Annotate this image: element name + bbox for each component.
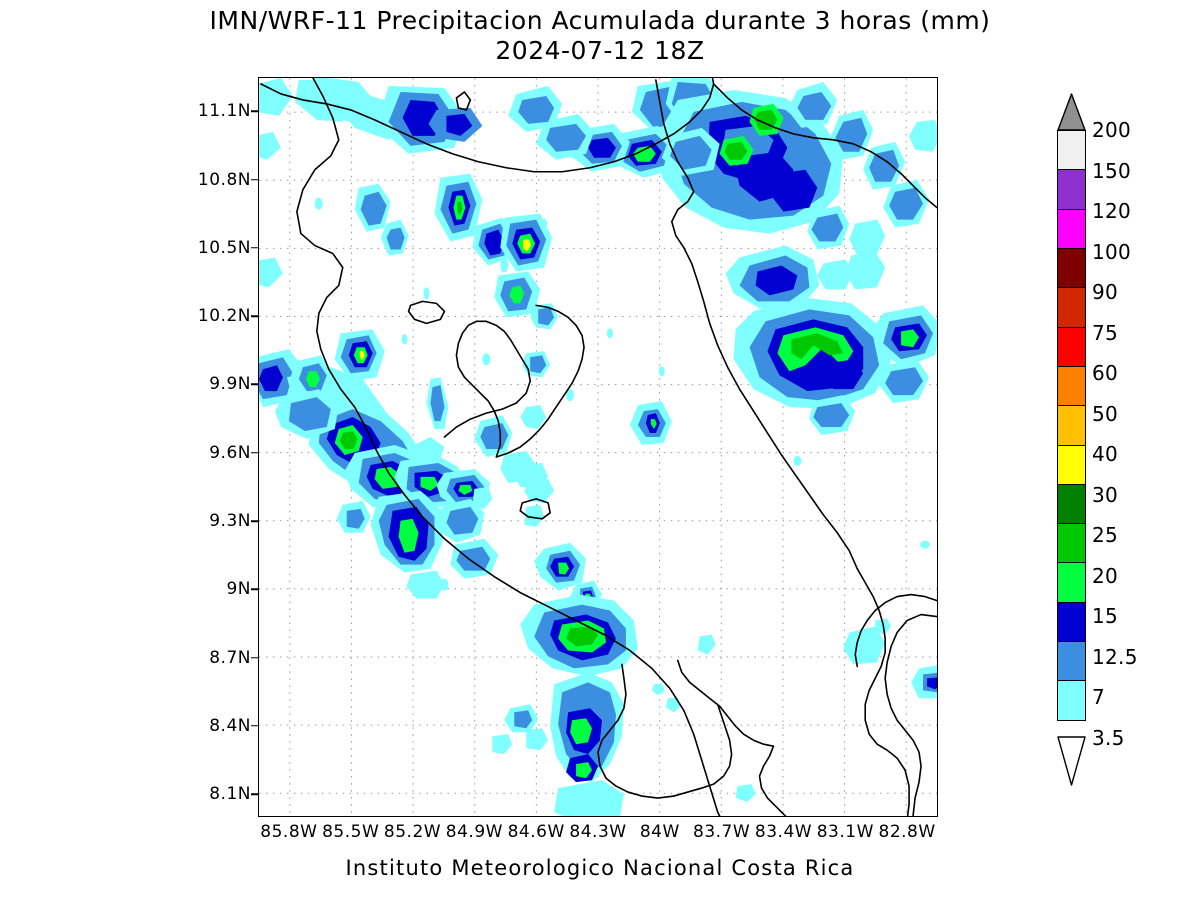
precip-cell-10p9-b [380,219,409,256]
x-tick-83p7w: 83.7W [693,822,751,842]
x-tick-84w: 84W [639,822,680,842]
y-tick-8p4: 8.4N [209,715,251,736]
y-tick-10p2: 10.2N [197,306,251,327]
footer-credit: Instituto Meteorologico Nacional Costa R… [345,856,855,880]
cbar-seg-12p5-15 [1057,601,1086,643]
y-tickmark-8p1 [251,793,258,795]
cbar-label-90: 90 [1092,280,1119,304]
precipitation-map [259,78,937,816]
precip-cell-gulf-strips [426,377,555,527]
chart-title-line-2: 2024-07-12 18Z [495,36,705,65]
y-tick-10p8: 10.8N [197,169,251,190]
cbar-seg-20-25 [1057,523,1086,564]
precipitation-contours [259,78,937,816]
cbar-seg-7-12p5 [1057,641,1086,682]
cbar-label-20: 20 [1092,563,1119,588]
cbar-seg-30-40 [1057,444,1086,485]
cbar-seg-50-60 [1057,365,1086,407]
precip-cell-10p42-east [494,271,541,318]
cbar-seg-25-30 [1057,483,1086,525]
y-tickmark-10p2 [251,315,258,317]
map-plot-area[interactable] [258,77,938,817]
cbar-label-50: 50 [1092,401,1119,426]
colorbar-legend[interactable]: 200 150 120 100 90 75 60 50 40 30 25 20 … [1040,90,1200,820]
cbar-seg-3p5-7 [1057,680,1086,721]
precip-cell-10p75-pair [472,213,553,272]
y-tick-8p7: 8.7N [209,647,251,668]
precip-cell-nw-coast-1 [259,78,293,288]
y-tick-9p0: 9N [226,579,251,600]
cbar-label-3p5: 3.5 [1092,725,1125,750]
cbar-label-25: 25 [1092,523,1119,547]
cbar-label-7: 7 [1092,685,1106,709]
chart-title-line-1: IMN/WRF-11 Precipitacion Acumulada duran… [209,6,991,35]
precip-cell-10p9-a [354,183,391,232]
chart-title-block: IMN/WRF-11 Precipitacion Acumulada duran… [0,6,1200,66]
cbar-label-100: 100 [1092,239,1132,264]
x-tick-85p8w: 85.8W [260,822,318,842]
cbar-seg-100-120 [1057,208,1086,250]
cbar-seg-90-100 [1057,247,1086,289]
x-tick-83p4w: 83.4W [754,822,813,842]
y-tick-11p1: 11.1N [197,101,251,122]
y-tickmark-9p9 [251,383,258,386]
y-tickmark-10p5 [251,247,258,249]
cbar-seg-150-200 [1057,130,1086,171]
cbar-label-15: 15 [1092,604,1119,628]
y-tick-8p1: 8.1N [209,784,251,805]
precip-cell-9p15-large [520,594,638,677]
precip-cell-10p45-green [334,329,385,382]
precip-cell-caribbean-mid [725,245,886,310]
precip-cell-limon-east [809,305,937,436]
precip-cell-caribbean-main [655,89,844,234]
colorbar-segments [1057,130,1086,721]
cbar-label-60: 60 [1092,361,1119,385]
cbar-label-30: 30 [1092,482,1119,507]
y-tick-9p6: 9.6N [209,442,251,463]
y-axis-labels: 11.1N 10.8N 10.5N 10.2N 9.9N 9.6N 9.3N 9… [185,77,251,817]
y-tickmark-9p3 [251,520,258,522]
cbar-seg-40-50 [1057,405,1086,446]
colorbar-under-arrow [1057,736,1086,786]
cbar-label-120: 120 [1092,199,1132,223]
x-axis-labels: 85.8W 85.5W 85.2W 84.9W 84.6W 84.3W 84W … [258,822,938,848]
x-tick-85p5w: 85.5W [322,822,380,842]
cbar-seg-120-150 [1057,169,1086,210]
y-tickmark-8p4 [251,725,258,727]
y-tickmark-11p1 [251,110,258,112]
colorbar-over-arrow [1057,93,1086,131]
cbar-label-12p5: 12.5 [1092,644,1138,669]
x-tick-84p3w: 84.3W [569,822,627,842]
x-tick-85p2w: 85.2W [383,822,442,842]
cbar-seg-15-20 [1057,562,1086,603]
precip-cell-se-caribbean-strays [651,618,937,803]
y-tick-9p3: 9.3N [209,511,251,531]
x-tick-84p9w: 84.9W [445,822,503,842]
cbar-label-150: 150 [1092,158,1132,183]
coastline-overlay [260,78,937,816]
precip-cell-limon-core [733,297,892,410]
y-tick-9p9: 9.9N [209,374,251,395]
precip-cell-10p85-green [434,173,483,242]
cbar-seg-60-75 [1057,326,1086,368]
precip-cell-9p0-small-sw [492,704,549,755]
cbar-label-40: 40 [1092,442,1119,466]
x-tick-82p8w: 82.8W [878,822,936,842]
precip-cell-central-pacific-mass [274,355,499,599]
y-tickmark-9p6 [251,451,258,454]
cbar-label-200: 200 [1092,118,1132,142]
y-tick-10p5: 10.5N [197,237,251,258]
precip-cell-nw-heavy [376,85,483,154]
x-tick-84p6w: 84.6W [507,822,565,842]
precip-cell-9p0-column [550,672,624,816]
x-tick-83p1w: 83.1W [816,822,874,842]
precip-cell-10p05-cell [629,401,672,446]
precip-tiny-specks [314,197,931,591]
y-tickmark-9p0 [251,588,258,591]
cbar-seg-75-90 [1057,287,1086,328]
y-tickmark-10p8 [251,178,258,181]
cbar-label-75: 75 [1092,320,1119,345]
y-tickmark-8p7 [251,656,258,659]
